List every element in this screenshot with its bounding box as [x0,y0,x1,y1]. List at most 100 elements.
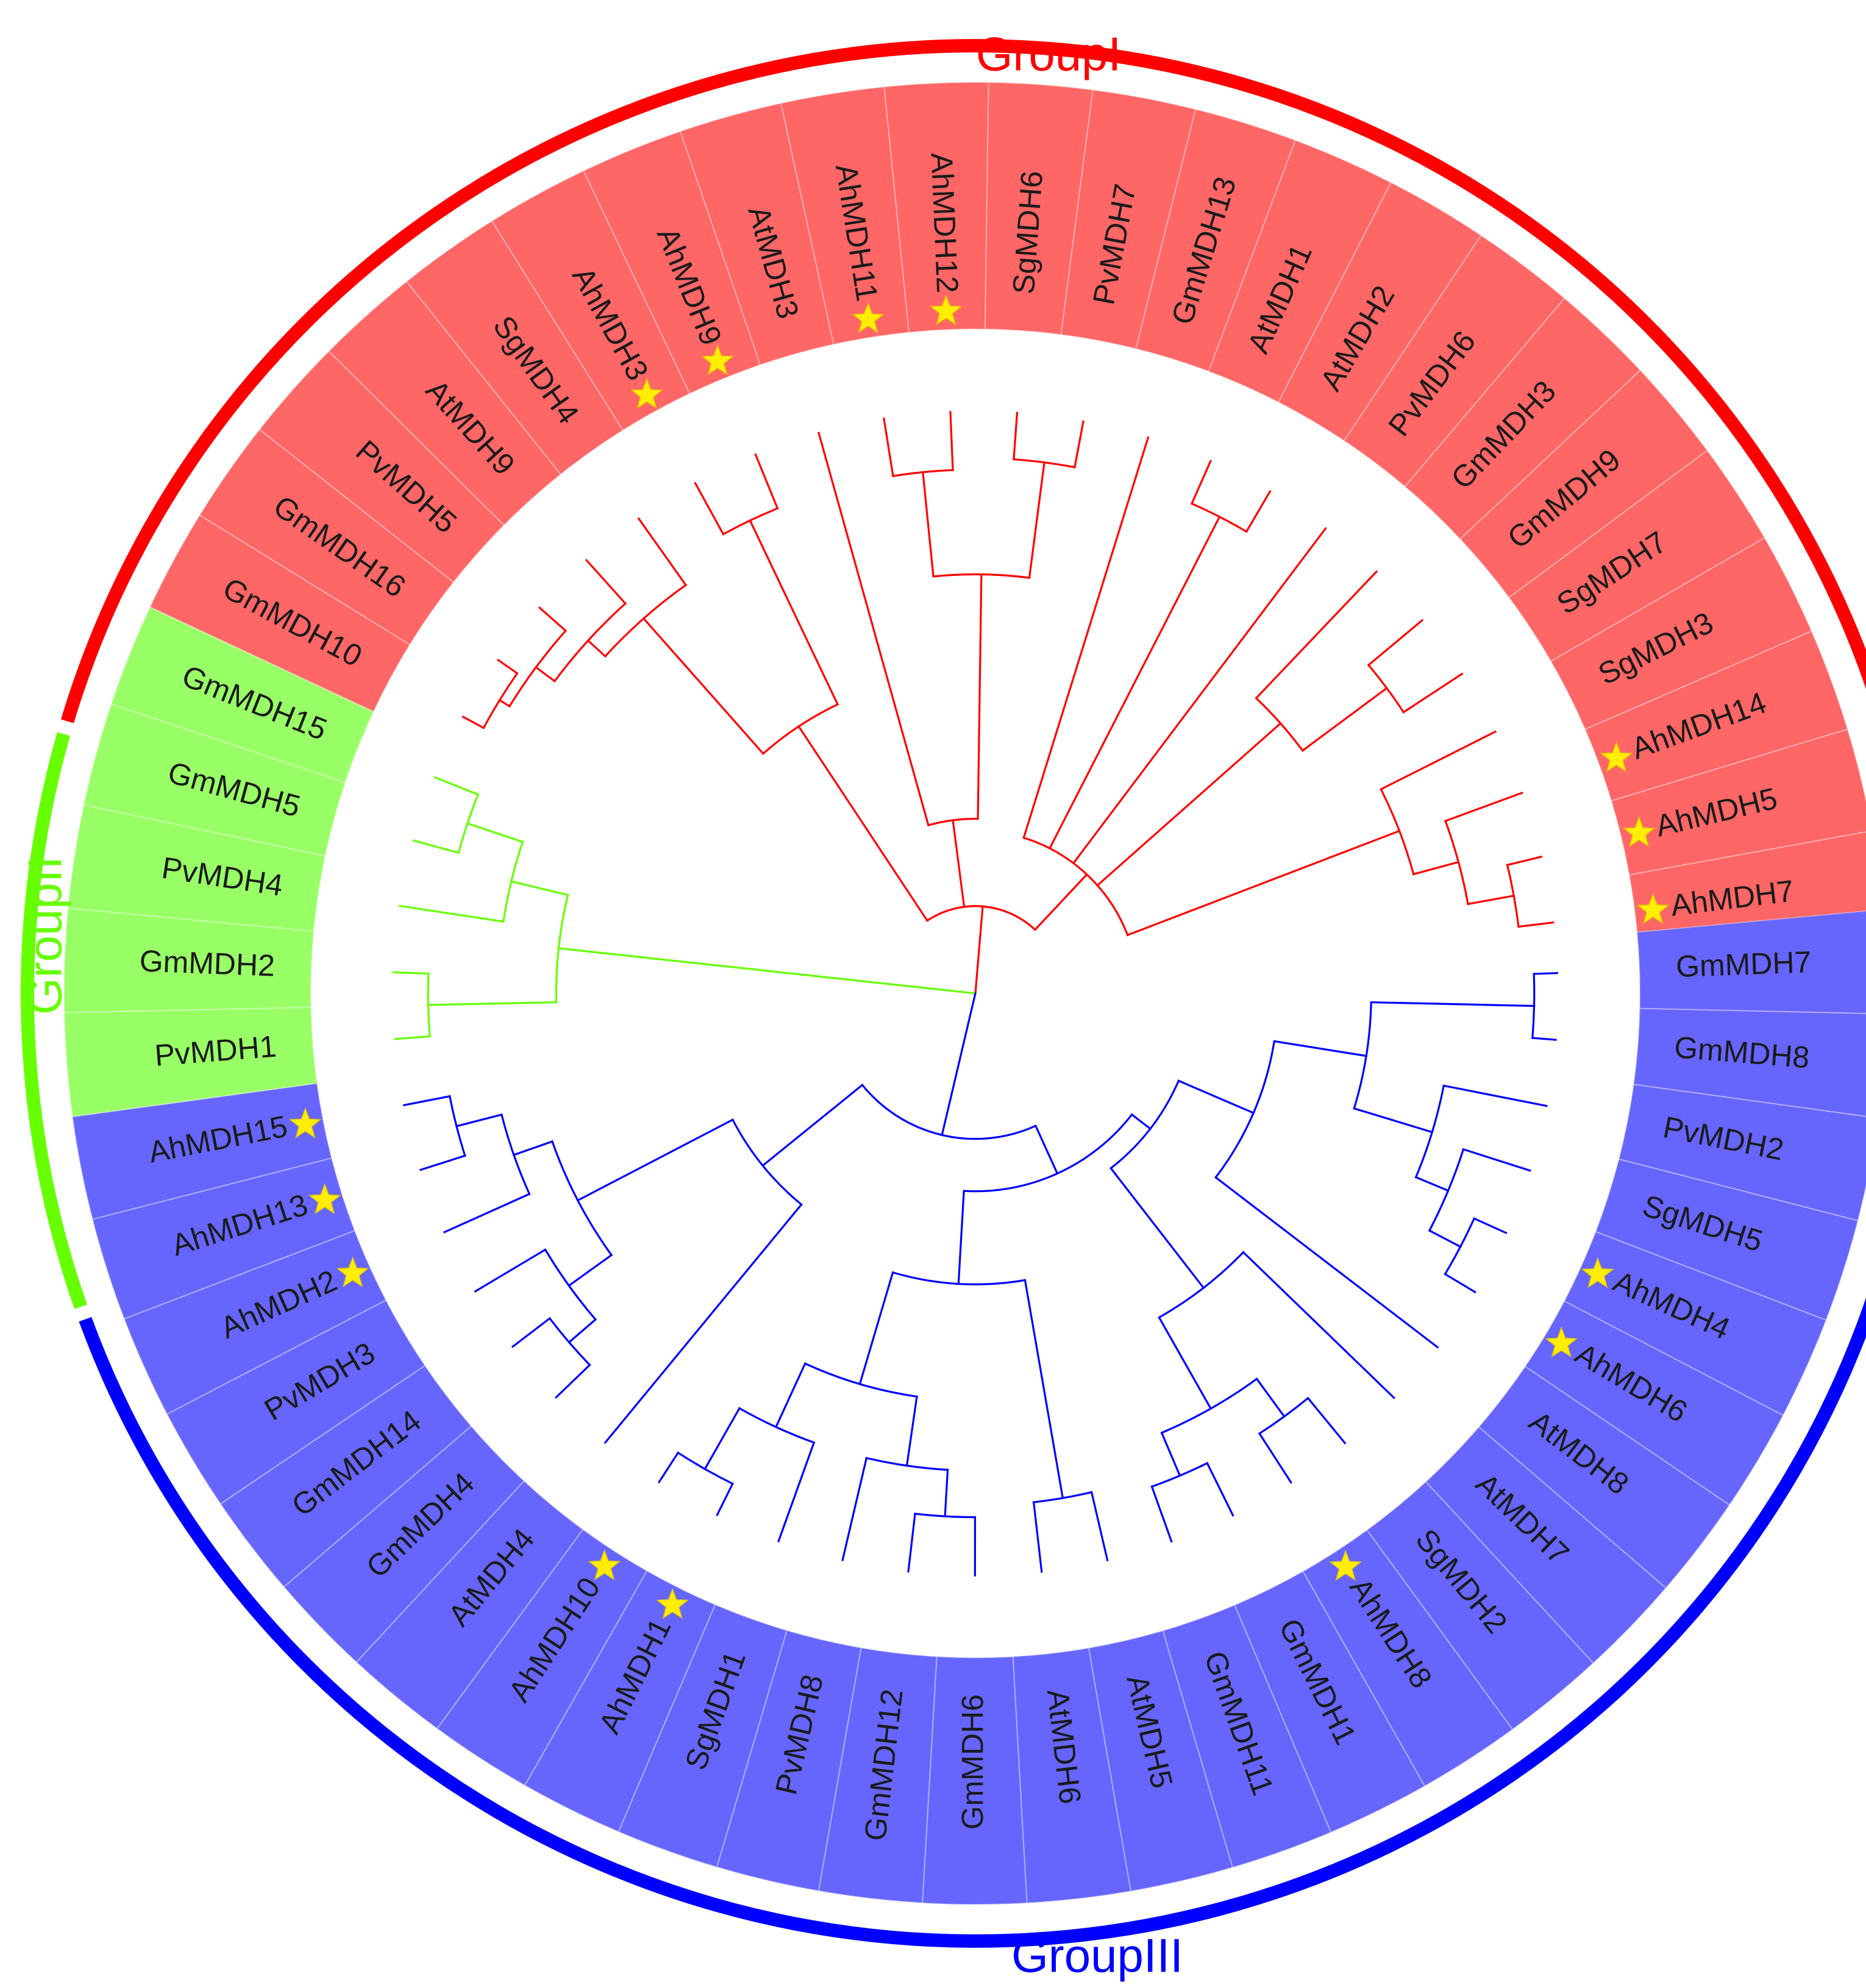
branch-line-85 [419,1154,466,1171]
branch-line-78 [576,1118,735,1202]
leaf-sector-sgmdh1 [618,1603,788,1868]
branch-arc-100 [803,1362,918,1398]
branch-line-87 [568,1254,613,1287]
leaf-sector-sgmdh6 [984,82,1094,336]
branch-line-132 [1306,1396,1347,1445]
branch-arc-135 [1214,1040,1276,1179]
leaf-sector-ahmdh12 [883,82,989,333]
branch-arc-81 [500,1113,531,1196]
branch-arc-7 [1444,820,1469,906]
branch-arc-102 [738,1407,816,1444]
leaf-sector-atmdh4 [355,1480,584,1730]
branch-line-20 [1255,570,1378,700]
star-icon [630,378,663,409]
branch-line-127 [1150,1485,1173,1543]
leaf-sector-gmmdh4 [283,1425,525,1663]
branch-line-11 [1506,855,1543,867]
branch-line-121 [1109,1166,1205,1290]
branch-line-21 [1072,527,1327,865]
branch-line-12 [1444,791,1523,823]
leaf-sector-gmmdh9 [1459,369,1708,598]
branch-line-4 [1126,829,1401,937]
branch-line-6 [1412,861,1460,876]
leaf-sector-ahmdh11 [780,86,910,346]
star-icon [656,1588,689,1619]
branch-line-27 [952,819,966,908]
branch-line-153 [1533,972,1559,975]
clade-backgrounds [63,82,1866,1905]
star-icon [1581,1257,1614,1288]
branch-line-54 [534,666,557,683]
branch-line-2 [1033,873,1089,931]
tree-branches [392,411,1559,1577]
group-label-iii: GroupIII [1011,1929,1183,1983]
leaf-label-ahmdh12: AhMDH12 [924,152,964,294]
branch-arc-126 [1150,1461,1209,1488]
branch-line-72 [392,971,430,975]
branch-line-115 [1024,1279,1064,1499]
branch-line-18 [1402,672,1464,714]
branch-line-31 [1028,507,1040,579]
branch-arc-88 [544,1248,597,1321]
branch-arc-142 [1428,1148,1465,1232]
branch-line-149 [1370,1001,1500,1006]
branch-line-117 [1032,1501,1043,1573]
branch-arc-17 [1367,664,1405,714]
branch-line-73 [394,1035,431,1040]
branch-line-43 [769,561,839,706]
branch-line-61 [557,947,977,995]
branch-line-74 [941,992,977,1137]
leaf-sector-ahmdh2 [123,1230,387,1415]
star-markers [289,294,1670,1619]
star-icon [1545,1326,1578,1358]
branch-line-39 [883,417,894,478]
branch-arc-130 [1258,1396,1309,1435]
branch-line-13 [1380,730,1497,791]
leaf-sector-atmdh5 [1088,1630,1234,1892]
leaf-sector-pvmdh8 [716,1630,862,1892]
branch-arc-45 [722,507,779,536]
star-icon [289,1107,322,1138]
branch-line-60 [461,715,485,730]
branch-arc-58 [482,672,519,730]
branch-arc-77 [731,1118,803,1206]
branch-arc-37 [892,469,954,478]
branch-arc-9 [1506,864,1520,928]
branch-arc-112 [914,1513,977,1519]
branch-arc-66 [457,793,480,854]
leaf-sector-gmmdh7 [1636,910,1866,1014]
branch-line-103 [703,1407,741,1471]
leaf-sector-atmdh6 [1012,1647,1132,1904]
branch-line-57 [498,698,511,708]
branch-line-32 [1037,461,1045,510]
branch-line-50 [637,517,688,587]
star-icon [852,302,885,333]
branch-line-46 [754,453,779,510]
branch-arc-83 [448,1095,466,1157]
branch-arc-55 [508,629,568,708]
branch-line-152 [1531,1037,1557,1041]
branch-arc-23 [1190,502,1248,533]
branch-line-89 [474,1248,547,1293]
branch-line-93 [555,1363,591,1399]
group-arcs [21,39,1866,1948]
branch-line-44 [749,519,772,564]
branch-line-70 [427,1001,558,1006]
branch-arc-49 [604,583,688,658]
branch-arc-62 [555,893,569,1004]
branch-line-119 [1130,1113,1152,1131]
branch-arc-5 [1380,787,1415,876]
branch-arc-96 [963,1113,1133,1193]
branch-arc-75 [861,1084,1037,1140]
branch-line-25 [1190,460,1213,505]
branch-arc-91 [548,1317,591,1366]
branch-line-118 [1090,1491,1109,1562]
branch-line-40 [817,431,930,827]
branch-line-53 [585,559,627,605]
branch-line-125 [1160,1431,1181,1477]
branch-line-146 [1473,1217,1508,1235]
star-icon [1636,893,1670,925]
branch-line-95 [1034,1124,1059,1175]
group-label-i: GroupI [976,27,1121,81]
